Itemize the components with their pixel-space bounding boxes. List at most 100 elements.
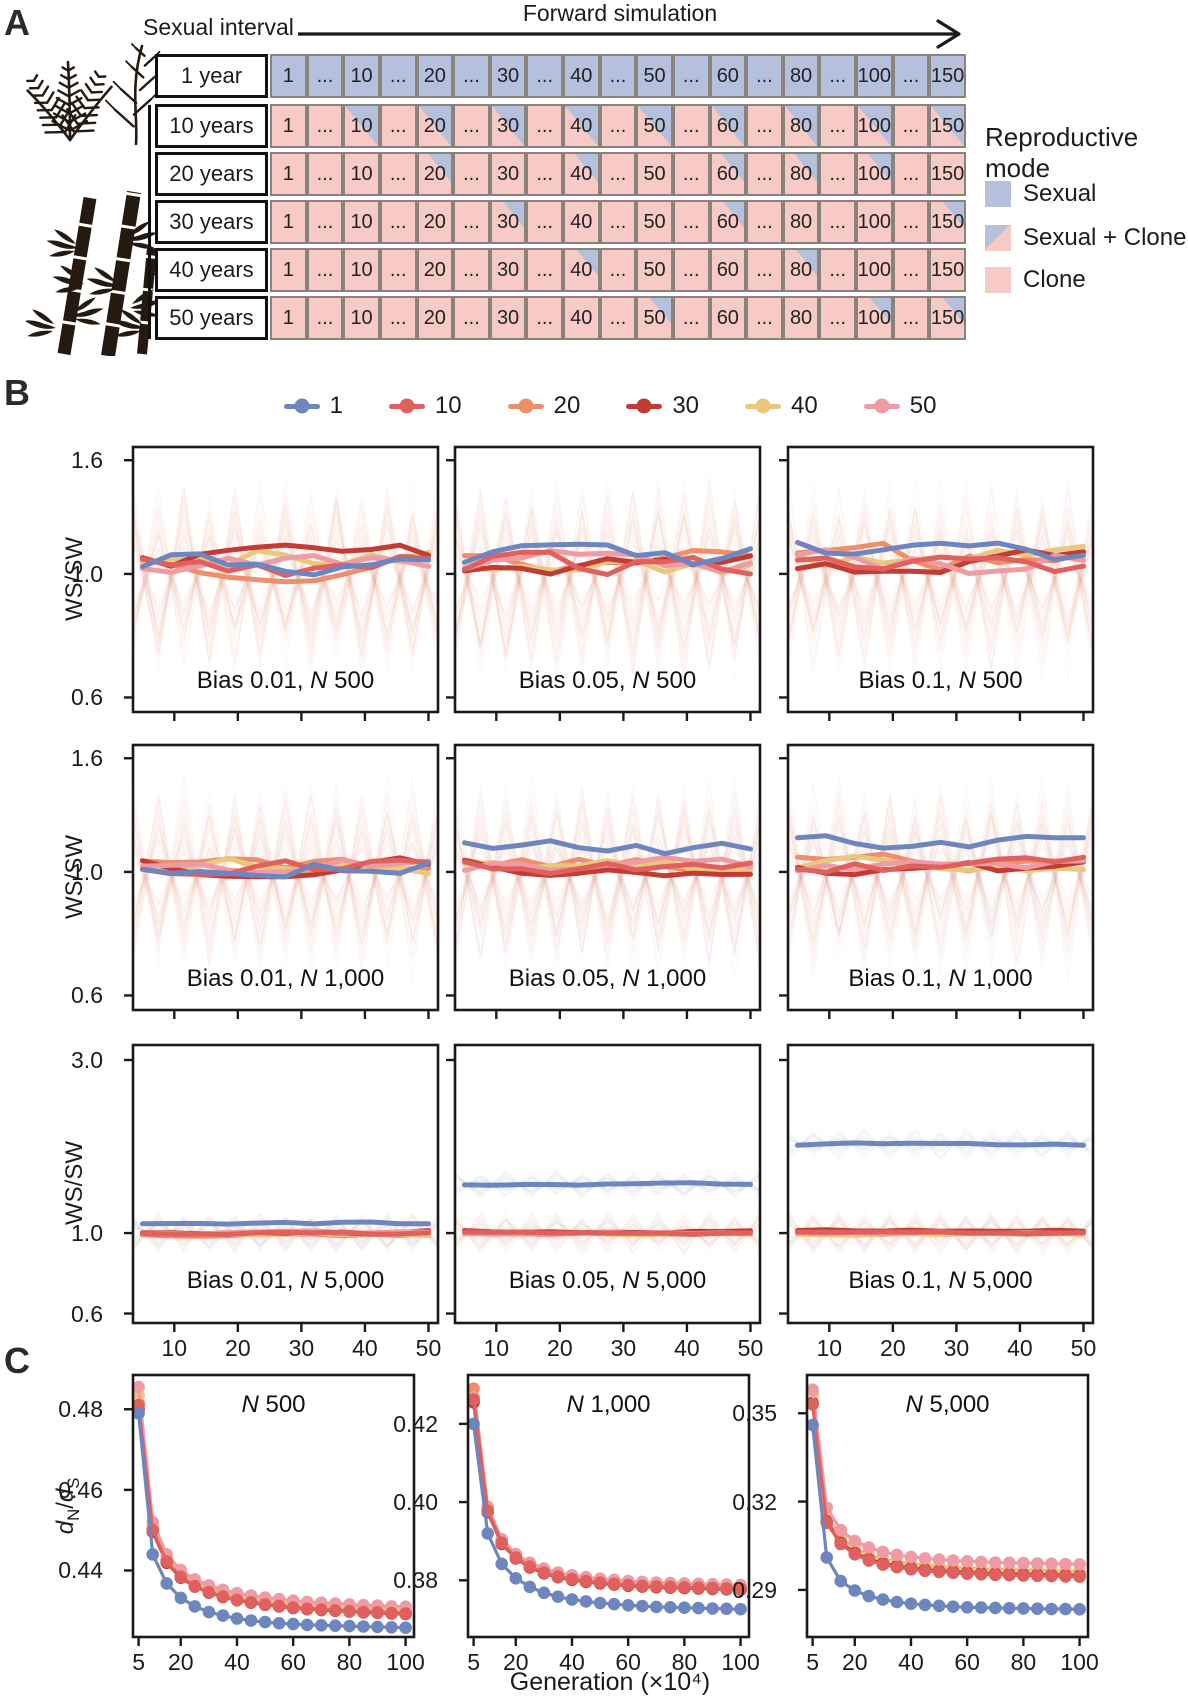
x-tick-label: 20 (880, 1335, 906, 1361)
x-tick-label: 5 (132, 1649, 145, 1675)
series-key-dot-icon (636, 398, 652, 414)
plot-condition-label: Bias 0.1, N 500 (858, 666, 1023, 694)
y-tick-label: 0.29 (732, 1576, 777, 1603)
plot-condition-label: Bias 0.05, N 5,000 (508, 1267, 707, 1295)
generation-cell: 50 (636, 54, 673, 98)
generation-cell: 150 (929, 200, 966, 244)
generation-cell: ... (672, 200, 710, 244)
generation-cell: ... (306, 152, 344, 196)
series-key-label: 20 (553, 392, 581, 419)
generation-cell: ... (599, 152, 637, 196)
forward-arrow-icon (298, 19, 961, 49)
series-key-dot-icon (399, 398, 415, 414)
x-tick-label: 20 (502, 1649, 529, 1675)
x-tick-label: 100 (721, 1649, 760, 1675)
legend-swatch-icon (985, 267, 1011, 293)
y-tick-label: 0.6 (71, 684, 103, 711)
series-key-dot-icon (874, 398, 890, 414)
generation-cell: ... (453, 200, 490, 244)
generation-cell: 40 (563, 248, 600, 292)
generation-cell: ... (306, 296, 344, 340)
generation-cell: 50 (636, 248, 673, 292)
series-key-icon (863, 398, 900, 414)
series-key-dot-icon (294, 398, 310, 414)
x-tick-label: 100 (1060, 1649, 1099, 1675)
generation-cell: 30 (489, 248, 527, 292)
interval-label-box: 20 years (155, 152, 268, 196)
generation-cell: ... (526, 296, 563, 340)
panel-a-letter: A (4, 2, 30, 43)
panel-b-letter: B (4, 372, 30, 413)
generation-cell: 10 (343, 248, 380, 292)
generation-cell: 60 (709, 296, 747, 340)
plot-n-label: N 1,000 (566, 1391, 651, 1418)
generation-cell: ... (306, 54, 344, 98)
series-key-dot-icon (755, 398, 771, 414)
interval-row: 1 year 1... 10... 20... 30... 40... 50... 60...… (155, 54, 985, 98)
ws-sw-plot-bias-0.05-n-5000 (446, 1043, 762, 1332)
legend-item-sexual-clone: Sexual + Clone (985, 224, 1186, 252)
series-legend-item-50: 50 (863, 392, 936, 420)
generation-cell: ... (892, 104, 930, 148)
x-tick-label: 100 (386, 1649, 425, 1675)
generation-cells: 1... 10... 20... 30... 40... 50... 60... 80... 1… (270, 248, 966, 292)
generation-cell: 60 (709, 54, 747, 98)
legend-item-label: Clone (1023, 266, 1086, 293)
ws-sw-plot-bias-0.01-n-500 (124, 445, 440, 721)
plot-condition-label: Bias 0.01, N 1,000 (186, 964, 385, 992)
generation-cell: ... (453, 152, 490, 196)
generation-cell: ... (672, 54, 710, 98)
generation-cell: 1 (270, 152, 307, 196)
x-tick-label: 10 (483, 1335, 510, 1361)
y-tick-label: 1.0 (71, 1220, 103, 1247)
generation-cell: 40 (563, 200, 600, 244)
generation-cell: 100 (856, 200, 893, 244)
generation-cell: 20 (416, 104, 454, 148)
interval-series-legend: 1 10 20 30 40 50 (130, 392, 1090, 420)
x-tick-label: 40 (559, 1649, 585, 1675)
plot-n-label: N 5,000 (905, 1391, 990, 1418)
generation-cell: 40 (563, 296, 600, 340)
generation-cell: ... (453, 296, 490, 340)
interval-row: 20 years 1... 10... 20... 30... 40... 50... 60.… (155, 152, 985, 196)
series-key-label: 30 (672, 392, 700, 419)
forward-simulation-label: Forward simulation (522, 0, 718, 26)
x-tick-label: 80 (671, 1649, 698, 1675)
generation-cell: ... (672, 104, 710, 148)
generation-cell: ... (892, 248, 930, 292)
generation-cells: 1... 10... 20... 30... 40... 50... 60... 80... 1… (270, 54, 966, 98)
x-tick-label: 40 (1007, 1335, 1033, 1361)
interval-row: 50 years 1... 10... 20... 30... 40... 50... 60.… (155, 296, 985, 340)
generation-cell: 30 (489, 296, 527, 340)
sexual-interval-heading: Sexual interval (143, 14, 294, 40)
generation-cell: 80 (782, 296, 820, 340)
generation-cell: ... (672, 152, 710, 196)
generation-cell: ... (892, 152, 930, 196)
generation-cell: ... (379, 104, 417, 148)
generation-cell: 80 (782, 54, 820, 98)
generation-cell: 50 (636, 104, 673, 148)
series-key-icon (283, 398, 320, 414)
generation-cells: 1... 10... 20... 30... 40... 50... 60... 80... 1… (270, 200, 966, 244)
generation-cell: 10 (343, 54, 380, 98)
y-tick-label: 1.6 (71, 745, 103, 772)
generation-cell: ... (599, 200, 637, 244)
generation-cell: ... (379, 152, 417, 196)
x-tick-label: 40 (898, 1649, 924, 1675)
x-tick-label: 30 (943, 1335, 970, 1361)
ws-sw-plot-bias-0.01-n-5000 (124, 1043, 440, 1332)
generation-cell: 1 (270, 296, 307, 340)
interval-label-box: 10 years (155, 104, 268, 148)
generation-cell: ... (746, 296, 783, 340)
generation-cell: ... (453, 104, 490, 148)
interval-row: 30 years 1... 10... 20... 30... 40... 50... 60.… (155, 200, 985, 244)
generation-cell: ... (746, 152, 783, 196)
series-key-label: 40 (791, 392, 818, 419)
generation-cell: 40 (563, 54, 600, 98)
generation-cell: ... (379, 200, 417, 244)
generation-cell: 1 (270, 104, 307, 148)
generation-cell: ... (599, 248, 637, 292)
x-tick-label: 80 (336, 1649, 363, 1675)
x-tick-label: 10 (161, 1335, 188, 1361)
